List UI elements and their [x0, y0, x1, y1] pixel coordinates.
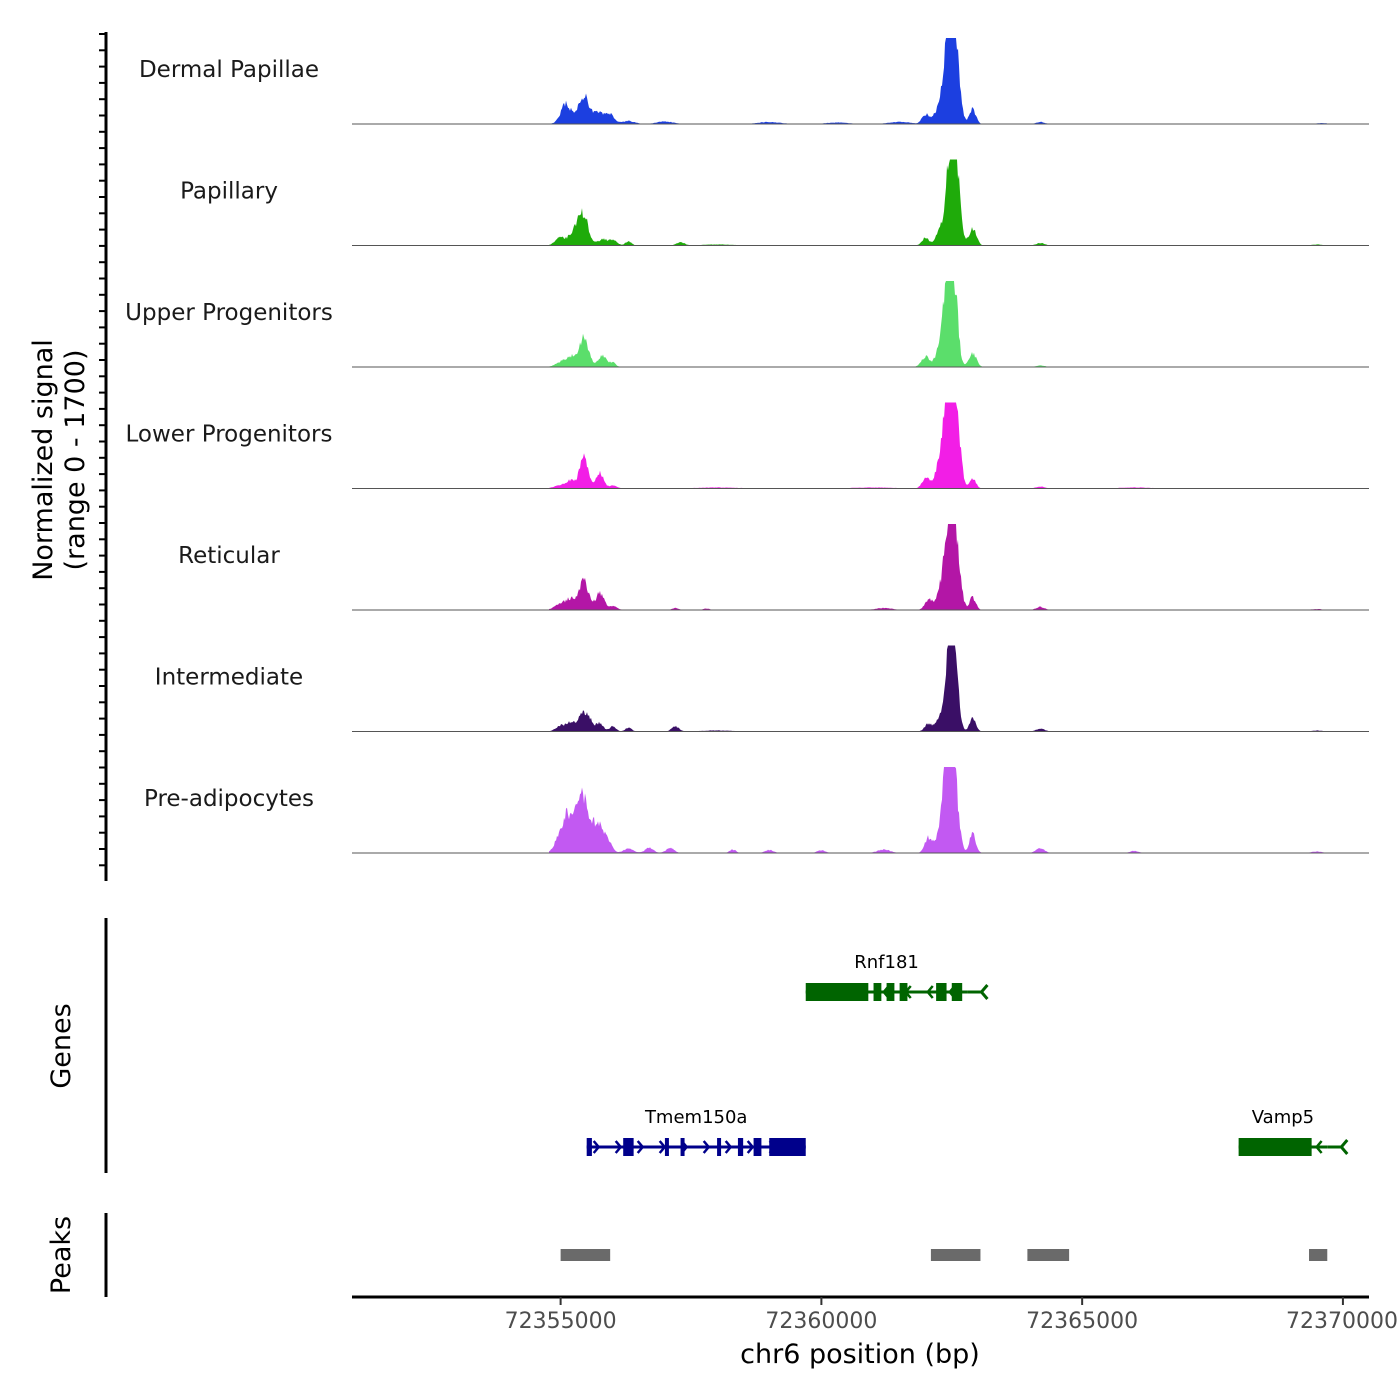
gene-exon [717, 1138, 722, 1156]
coverage-area [549, 281, 1327, 367]
peak-region [560, 1249, 611, 1261]
gene-exon [873, 983, 882, 1001]
x-axis-title: chr6 position (bp) [740, 1339, 980, 1370]
gene-exon [936, 983, 947, 1001]
track-label: Intermediate [155, 665, 303, 691]
peak-region [1027, 1249, 1070, 1261]
strand-arrow [1339, 1139, 1349, 1155]
coverage-area [549, 645, 1327, 732]
coverage-track: Dermal Papillae [139, 38, 1369, 125]
gene-label: Tmem150a [644, 1107, 748, 1128]
x-axis-ticks: 72355000 72360000 72365000 72370000 [505, 1297, 1398, 1334]
coverage-area [549, 524, 1327, 610]
strand-arrow [1314, 1140, 1323, 1154]
track-label: Dermal Papillae [139, 57, 319, 83]
strand-arrow [746, 1140, 755, 1154]
gene-label: Rnf181 [854, 952, 919, 973]
track-label: Reticular [178, 543, 280, 569]
x-tick-label: 72370000 [1286, 1309, 1398, 1334]
coverage-track: Upper Progenitors [125, 281, 1369, 368]
coverage-tracks: Dermal Papillae Papillary Upper Progenitor… [125, 38, 1369, 854]
track-label: Upper Progenitors [125, 300, 333, 326]
coverage-track: Lower Progenitors [126, 402, 1369, 489]
x-tick-label: 72360000 [765, 1309, 877, 1334]
gene: Vamp5 [1238, 1107, 1349, 1156]
strand-arrow [926, 985, 934, 999]
peak-region [1309, 1249, 1328, 1261]
gene-exon [586, 1138, 592, 1156]
gene-exon [680, 1138, 685, 1156]
gene: Rnf181 [805, 952, 989, 1001]
coverage-track: Intermediate [155, 645, 1369, 732]
gene-exon [805, 983, 869, 1001]
strand-arrow [592, 1140, 601, 1154]
peaks-axis-title: Peaks [46, 1216, 77, 1294]
gene-annotation-track: Rnf181 Tmem150a Vamp5 [586, 952, 1349, 1156]
strand-arrow [979, 984, 989, 1000]
coverage-area [549, 767, 1327, 853]
coverage-track: Papillary [180, 159, 1369, 246]
track-label: Pre-adipocytes [144, 786, 314, 812]
coverage-area [549, 38, 1327, 124]
gene-exon [899, 983, 908, 1001]
strand-arrow [724, 1140, 733, 1154]
gene-exon [951, 983, 963, 1001]
gene-exon [737, 1138, 744, 1156]
gene: Tmem150a [586, 1107, 806, 1156]
gene-exon [753, 1138, 762, 1156]
strand-arrow [614, 1140, 623, 1154]
signal-axis-ticks [99, 33, 106, 867]
peak-region [930, 1249, 981, 1261]
track-label: Lower Progenitors [126, 422, 333, 448]
gene-exon [769, 1138, 806, 1156]
coverage-track: Reticular [178, 524, 1369, 611]
gene-label: Vamp5 [1252, 1107, 1314, 1128]
coverage-track: Pre-adipocytes [144, 767, 1369, 854]
y-axis-range: (range 0 - 1700) [60, 350, 91, 571]
x-tick-label: 72355000 [505, 1309, 617, 1334]
gene-exon [623, 1138, 634, 1156]
gene-exon [1238, 1138, 1312, 1156]
coverage-area [549, 159, 1327, 246]
strand-arrow [636, 1140, 645, 1154]
x-tick-label: 72365000 [1026, 1309, 1138, 1334]
peak-track [560, 1249, 1328, 1261]
track-label: Papillary [180, 179, 278, 205]
genes-axis-title: Genes [46, 1003, 77, 1088]
gene-exon [886, 983, 895, 1001]
coverage-area [549, 402, 1327, 489]
strand-arrow [702, 1140, 711, 1154]
gene-exon [664, 1138, 669, 1156]
y-axis-title: Normalized signal [28, 339, 59, 581]
strand-arrow [658, 1140, 667, 1154]
